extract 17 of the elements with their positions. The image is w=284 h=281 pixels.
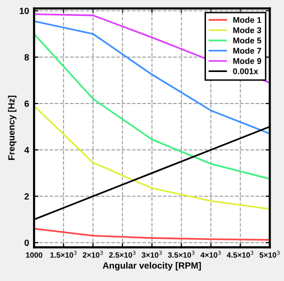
legend-label: Mode 9 xyxy=(233,58,262,64)
y-axis-title: Frequency [Hz] xyxy=(8,96,16,160)
line-series xyxy=(34,228,270,241)
y-tick-label: 0 xyxy=(24,240,29,246)
y-tick-label: 4 xyxy=(24,146,30,154)
legend-label: Mode 7 xyxy=(233,48,262,54)
y-tick-label: 6 xyxy=(24,100,29,107)
x-axis-title: Angular velocity [RPM] xyxy=(102,262,201,270)
legend-label: 0.001x xyxy=(233,68,258,74)
y-tick-label: 8 xyxy=(24,54,29,60)
y-tick-label: 2 xyxy=(24,193,29,200)
line-series xyxy=(34,33,270,180)
legend-label: Mode 1 xyxy=(233,16,262,23)
y-tick-label: 10 xyxy=(20,8,29,14)
legend-label: Mode 3 xyxy=(233,27,262,34)
line-series xyxy=(34,104,270,210)
legend-label: Mode 5 xyxy=(233,37,262,44)
